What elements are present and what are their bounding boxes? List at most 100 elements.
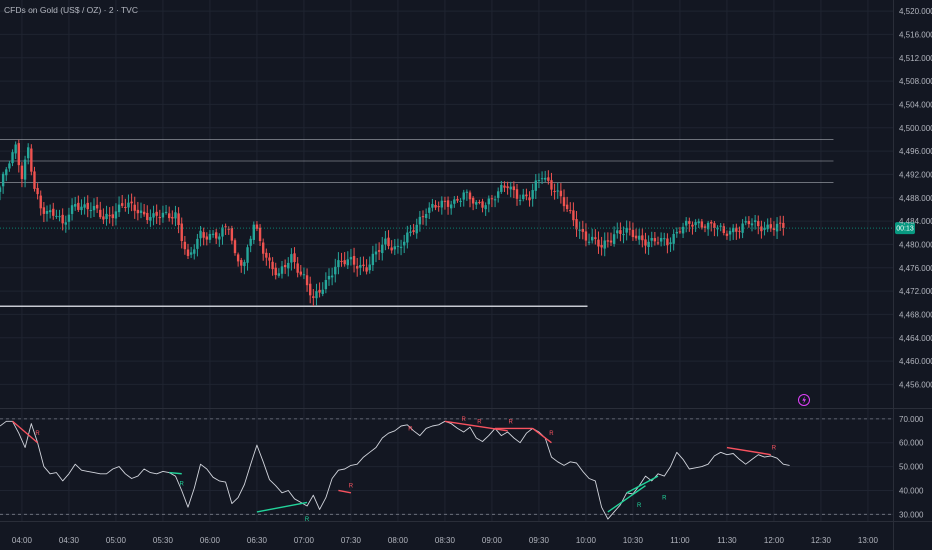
candle-body [663,238,666,240]
candle-body [1,173,5,187]
time-tick-label: 12:00 [764,536,785,545]
candle-body [616,230,619,234]
candle-body [277,273,281,276]
current-price-tag-label: 00:13 [896,226,914,233]
bull-signal-label: R [305,517,310,523]
candle-body [74,204,77,207]
alert-lightning-icon[interactable] [798,394,810,406]
candle-body [324,279,328,290]
candle-body [0,187,2,192]
candle-body [48,210,52,213]
candle-body [108,215,111,217]
candle-body [450,204,453,209]
candle-body [484,205,487,210]
candle-body [215,232,218,239]
candle-body [124,206,127,208]
candle-body [23,159,27,180]
candle-body [83,204,86,208]
candle-body [393,246,396,250]
candle-body [36,187,39,195]
candle-body [650,237,653,241]
candle-body [70,205,74,214]
candle-body [591,236,594,241]
candle-body [117,204,121,213]
candle-body [565,204,569,210]
candle-body [359,264,362,268]
candle-body [625,227,628,233]
candle-body [202,232,205,238]
bear-signal-label: R [349,484,354,490]
price-tick-label: 4,516.000 [899,30,932,39]
candle-body [703,226,707,228]
candle-body [688,221,691,224]
candle-body [230,227,234,241]
candle-body [130,201,133,204]
candle-body [390,247,393,251]
candle-body [240,260,243,266]
candle-body [512,186,516,191]
price-tick-label: 4,464.000 [899,334,932,343]
bear-divergence-line [338,489,352,494]
candle-body [20,165,24,179]
rsi-tick-label: 30.000 [899,510,924,519]
time-axis[interactable]: 04:00 04:30 05:00 05:30 06:00 06:30 07:00 07:30… [12,536,879,545]
candle-body [164,211,168,213]
rsi-tick-label: 60.000 [899,439,924,448]
candle-body [634,235,638,239]
candle-body [468,192,472,200]
rsi-axis[interactable]: 70.000 60.000 50.000 40.000 30.000 [899,415,924,519]
bear-signal-label: R [549,431,554,437]
candle-body [327,275,331,280]
candle-body [205,236,208,240]
candle-body [766,224,769,230]
candle-body [296,263,299,273]
rsi-line [0,420,790,520]
candle-body [121,203,124,206]
candle-body [293,253,296,263]
candle-body [356,266,359,269]
chart-title: CFDs on Gold (US$ / OZ) · 2 · TVC [4,5,138,15]
candle-body [550,180,553,190]
candle-body [556,190,559,192]
current-price-tag [895,222,915,235]
price-axis[interactable]: 4,520.000 4,516.000 4,512.000 4,508.000 4,50… [899,7,932,389]
candle-body [440,200,443,208]
candle-body [146,212,149,221]
candle-body [753,220,757,222]
candle-body [92,206,96,211]
candle-body [312,296,315,298]
time-tick-label: 11:00 [670,536,690,545]
bull-divergence-line [607,485,646,513]
candle-body [183,241,187,250]
candle-body [221,227,224,237]
candle-body [638,235,641,240]
candle-body [337,260,340,268]
rsi-tick-label: 50.000 [899,463,924,472]
candle-body [243,262,246,267]
candle-body [544,177,547,180]
candle-body [706,222,710,230]
candle-body [732,227,735,233]
candle-body [747,221,751,225]
bear-signal-label: R [462,417,467,423]
candle-body [189,252,193,255]
bull-divergence-line [256,501,308,513]
time-tick-label: 08:30 [435,536,456,545]
candle-body [669,242,672,245]
candle-body [537,180,541,182]
bear-signal-label: R [35,431,40,437]
candle-body [403,241,406,246]
price-tick-label: 4,512.000 [899,54,932,63]
candle-body [283,265,287,268]
candle-body [305,275,309,286]
candle-body [287,262,290,269]
candle-body [299,271,302,275]
time-tick-label: 09:00 [482,536,503,545]
candle-body [644,239,647,246]
candle-body [581,228,584,232]
time-tick-label: 10:00 [576,536,597,545]
candle-body [481,201,484,208]
candle-body [628,228,631,230]
